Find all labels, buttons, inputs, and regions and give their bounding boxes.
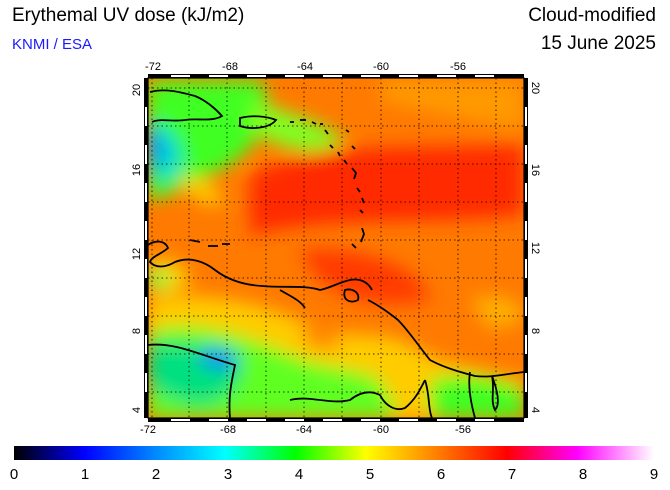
lat-ticks-right: 4 8 12 16 20 <box>529 82 541 413</box>
lat-tick-label: 16 <box>131 164 143 176</box>
lon-ticks-bottom: -72 -68 -64 -60 -56 <box>140 424 471 436</box>
lon-tick-label: -68 <box>220 424 236 436</box>
lon-ticks-top: -72 -68 -64 -60 -56 <box>145 61 466 73</box>
colorbar-tick-label: 6 <box>436 466 446 483</box>
figure-title: Erythemal UV dose (kJ/m2) <box>12 5 245 26</box>
lon-tick-label: -56 <box>455 424 471 436</box>
lat-ticks-left: 4 8 12 16 20 <box>131 84 143 413</box>
colorbar-tick-label: 3 <box>223 466 233 483</box>
lon-tick-label: -72 <box>145 61 161 73</box>
lon-tick-label: -64 <box>296 424 312 436</box>
lat-tick-label: 16 <box>529 164 541 176</box>
colorbar-tick-label: 2 <box>151 466 161 483</box>
lon-tick-label: -68 <box>222 61 238 73</box>
lat-tick-label: 4 <box>131 407 143 413</box>
lat-tick-label: 12 <box>131 248 143 260</box>
uv-field <box>148 78 524 418</box>
colorbar-tick-label: 0 <box>9 466 19 483</box>
product-label: Cloud-modified <box>528 5 656 26</box>
map-border-scale <box>144 74 528 422</box>
colorbar-tick-label: 7 <box>507 466 517 483</box>
date-label: 15 June 2025 <box>540 33 656 54</box>
colorbar-tick-label: 1 <box>80 466 90 483</box>
lat-tick-label: 4 <box>529 407 541 413</box>
lat-tick-label: 12 <box>529 242 541 254</box>
lon-tick-label: -60 <box>373 424 389 436</box>
lon-tick-label: -72 <box>140 424 156 436</box>
lon-tick-label: -60 <box>373 61 389 73</box>
lon-tick-label: -56 <box>450 61 466 73</box>
source-label: KNMI / ESA <box>12 36 93 53</box>
coastlines <box>148 89 524 418</box>
colorbar <box>14 446 654 460</box>
colorbar-tick-label: 4 <box>294 466 304 483</box>
colorbar-tick-label: 5 <box>365 466 375 483</box>
lat-tick-label: 20 <box>529 82 541 94</box>
lat-tick-label: 8 <box>529 328 541 334</box>
lat-tick-label: 8 <box>131 328 143 334</box>
lat-tick-label: 20 <box>131 84 143 96</box>
colorbar-tick-label: 8 <box>578 466 588 483</box>
lon-tick-label: -64 <box>297 61 313 73</box>
colorbar-tick-label: 9 <box>649 466 659 483</box>
